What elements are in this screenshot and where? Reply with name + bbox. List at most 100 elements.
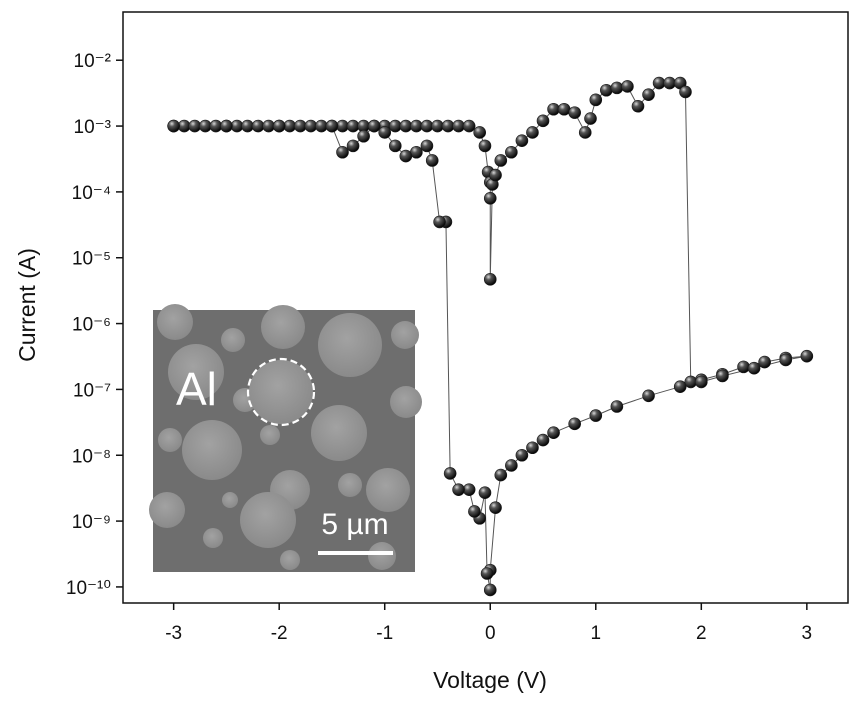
- data-point: [273, 120, 285, 132]
- data-point: [801, 350, 813, 362]
- data-point: [579, 126, 591, 138]
- page: {"chart_data": {"type": "scatter", "log_…: [0, 0, 849, 702]
- data-point: [748, 362, 760, 374]
- data-point: [600, 84, 612, 96]
- data-point: [484, 273, 496, 285]
- x-tick-label: 3: [802, 623, 813, 644]
- y-tick-label: 10⁻⁶: [72, 315, 111, 336]
- data-point: [400, 150, 412, 162]
- data-point: [444, 467, 456, 479]
- data-point: [231, 120, 243, 132]
- data-point: [358, 130, 370, 142]
- data-point: [421, 120, 433, 132]
- data-point: [410, 146, 422, 158]
- data-point: [426, 154, 438, 166]
- data-point: [178, 120, 190, 132]
- y-axis-label: Current (A): [14, 248, 40, 362]
- data-point: [481, 567, 493, 579]
- y-tick-label: 10⁻⁸: [72, 446, 111, 467]
- data-point: [479, 487, 491, 499]
- data-point: [490, 502, 502, 514]
- data-point: [389, 140, 401, 152]
- scale-bar-label: 5 µm: [321, 508, 388, 541]
- data-point: [537, 115, 549, 127]
- data-point: [337, 146, 349, 158]
- inset-image: Al 5 µm: [149, 304, 422, 572]
- y-tick-label: 10⁻¹⁰: [66, 578, 111, 599]
- data-point: [484, 584, 496, 596]
- chart: Al 5 µm Voltage (V) Current (A) -3 -2 -1 0 1…: [0, 0, 849, 702]
- data-point: [431, 120, 443, 132]
- data-point: [326, 120, 338, 132]
- data-point: [505, 459, 517, 471]
- data-point: [653, 77, 665, 89]
- data-point: [621, 80, 633, 92]
- data-point: [590, 410, 602, 422]
- data-point: [189, 120, 201, 132]
- data-point: [442, 120, 454, 132]
- data-point: [716, 370, 728, 382]
- data-point: [664, 77, 676, 89]
- x-tick-label: 2: [696, 623, 707, 644]
- x-axis-label: Voltage (V): [433, 667, 547, 693]
- data-point: [168, 120, 180, 132]
- data-point: [479, 140, 491, 152]
- x-tick-label: 0: [485, 623, 496, 644]
- data-point: [537, 434, 549, 446]
- data-point: [526, 126, 538, 138]
- data-point: [516, 449, 528, 461]
- data-point: [495, 469, 507, 481]
- data-point: [242, 120, 254, 132]
- data-point: [410, 120, 422, 132]
- x-tick-label: -2: [271, 623, 288, 644]
- data-point: [695, 376, 707, 388]
- data-point: [263, 120, 275, 132]
- data-point: [490, 169, 502, 181]
- data-point: [685, 376, 697, 388]
- data-point: [463, 120, 475, 132]
- data-point: [337, 120, 349, 132]
- data-point: [569, 418, 581, 430]
- data-point: [199, 120, 211, 132]
- data-point: [220, 120, 232, 132]
- data-point: [780, 354, 792, 366]
- data-point: [453, 484, 465, 496]
- data-point: [368, 120, 380, 132]
- data-point: [569, 107, 581, 119]
- data-point: [548, 103, 560, 115]
- data-point: [434, 216, 446, 228]
- data-point: [484, 192, 496, 204]
- data-point: [585, 113, 597, 125]
- data-point: [611, 82, 623, 94]
- data-point: [463, 484, 475, 496]
- x-tick-label: -1: [376, 623, 393, 644]
- data-point: [347, 120, 359, 132]
- y-tick-label: 10⁻⁵: [72, 249, 111, 270]
- data-point: [284, 120, 296, 132]
- data-point: [495, 154, 507, 166]
- data-point: [305, 120, 317, 132]
- y-tick-label: 10⁻⁴: [72, 183, 111, 204]
- data-point: [611, 401, 623, 413]
- y-tick-label: 10⁻⁷: [73, 380, 111, 401]
- data-point: [679, 86, 691, 98]
- data-point: [294, 120, 306, 132]
- data-point: [526, 442, 538, 454]
- data-point: [468, 505, 480, 517]
- data-point: [558, 103, 570, 115]
- data-point: [548, 427, 560, 439]
- x-tick-label: -3: [165, 623, 182, 644]
- data-point: [505, 146, 517, 158]
- x-tick-label: 1: [590, 623, 601, 644]
- data-point: [474, 126, 486, 138]
- data-point: [400, 120, 412, 132]
- y-tick-label: 10⁻³: [74, 117, 112, 138]
- data-point: [759, 356, 771, 368]
- data-point: [643, 390, 655, 402]
- data-point: [347, 140, 359, 152]
- data-point: [379, 126, 391, 138]
- data-point: [210, 120, 222, 132]
- data-point: [453, 120, 465, 132]
- y-tick-label: 10⁻⁹: [72, 512, 111, 533]
- data-point: [389, 120, 401, 132]
